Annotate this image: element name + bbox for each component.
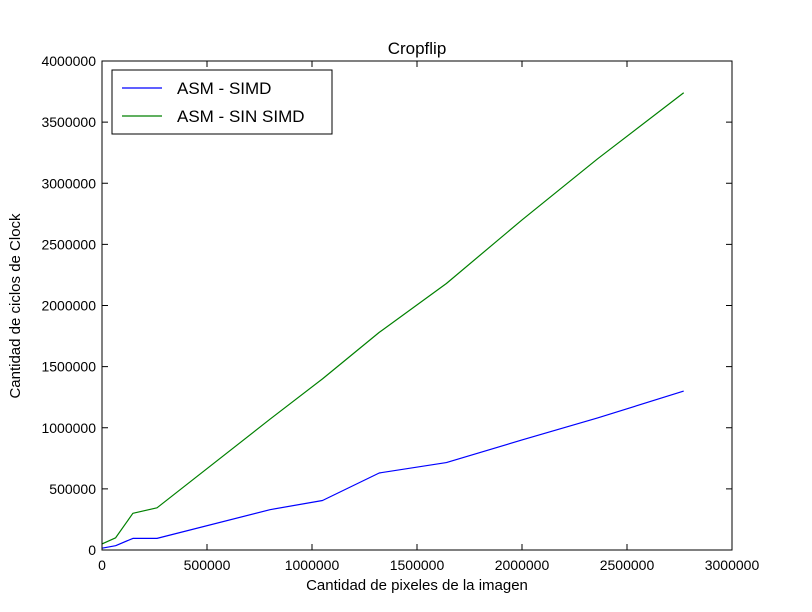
y-tick-label: 3500000 bbox=[41, 114, 96, 130]
x-tick-label: 2000000 bbox=[495, 557, 550, 573]
x-tick-label: 1500000 bbox=[390, 557, 445, 573]
y-axis: 0 500000 1000000 1500000 2000000 2500000 30000… bbox=[41, 53, 732, 558]
legend-label-sin-simd: ASM - SIN SIMD bbox=[177, 107, 305, 126]
y-tick-label: 2000000 bbox=[41, 298, 96, 314]
chart-marks bbox=[101, 92, 685, 549]
y-tick-label: 3000000 bbox=[41, 175, 96, 191]
x-tick-label: 3000000 bbox=[705, 557, 760, 573]
series-line-1 bbox=[101, 92, 685, 545]
x-tick-label: 2500000 bbox=[600, 557, 655, 573]
legend-box bbox=[111, 69, 333, 135]
legend-label-simd: ASM - SIMD bbox=[177, 79, 271, 98]
y-tick-label: 1000000 bbox=[41, 420, 96, 436]
x-tick-label: 0 bbox=[98, 557, 106, 573]
x-tick-label: 500000 bbox=[184, 557, 231, 573]
y-axis-label: Cantidad de ciclos de Clock bbox=[7, 213, 24, 399]
y-tick-label: 1500000 bbox=[41, 359, 96, 375]
y-tick-label: 2500000 bbox=[41, 236, 96, 252]
y-tick-label: 4000000 bbox=[41, 53, 96, 69]
y-tick-label: 500000 bbox=[49, 481, 96, 497]
series-line-0 bbox=[101, 390, 684, 549]
x-tick-label: 1000000 bbox=[285, 557, 340, 573]
x-axis: 0 500000 1000000 1500000 2000000 2500000 30000… bbox=[98, 61, 759, 573]
y-tick-label: 0 bbox=[88, 542, 96, 558]
x-axis-label: Cantidad de pixeles de la imagen bbox=[306, 577, 528, 594]
legend: ASM - SIMD ASM - SIN SIMD bbox=[111, 69, 333, 135]
chart-title: Cropflip bbox=[388, 39, 447, 58]
